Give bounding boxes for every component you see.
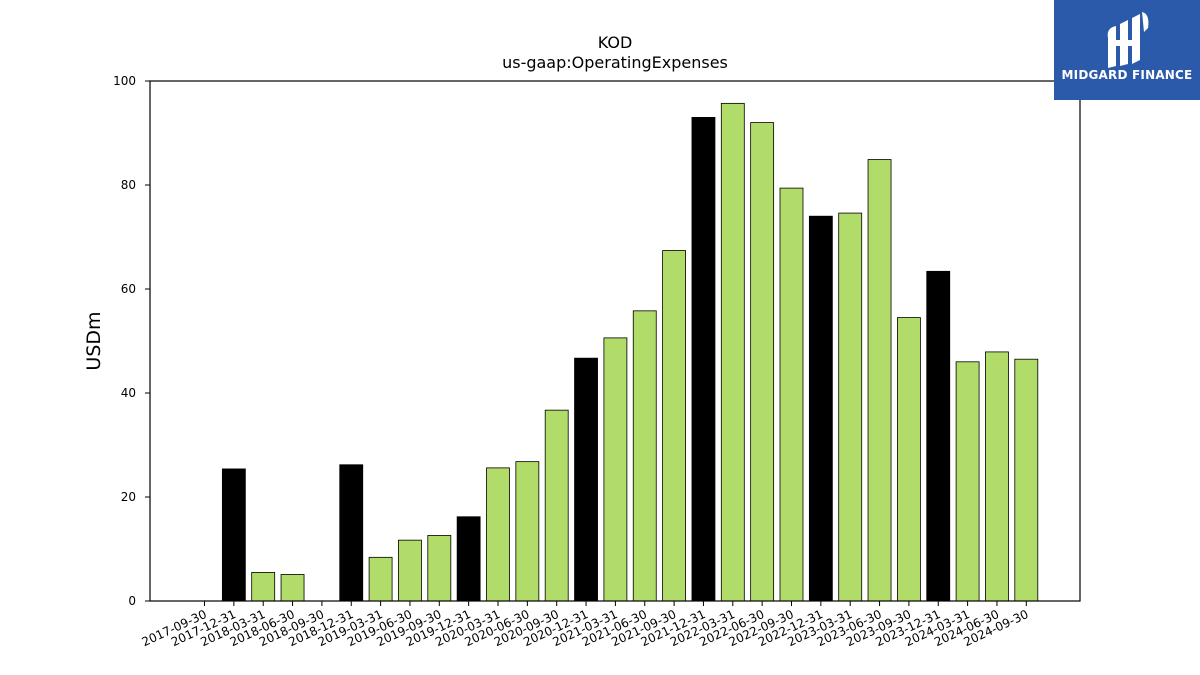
bar-2024-06-30 [985,351,1009,602]
y-tick-label: 60 [121,282,136,296]
bar-2020-06-30 [515,461,540,602]
bar-2021-06-30 [632,310,657,602]
bars-group [221,102,1039,602]
bar-2023-06-30 [867,159,892,602]
bar-2024-03-31 [955,361,980,602]
y-axis-ticks: 0 20 40 60 80 100 [113,74,150,608]
bar-2019-03-31 [368,556,393,602]
bar-2021-12-31 [691,117,716,602]
bar-2019-06-30 [398,539,422,602]
bar-2024-09-30 [1014,358,1039,602]
bar-2019-12-31 [456,516,481,602]
brand-logo: MIDGARD FINANCE [1054,0,1200,100]
bar-2018-03-31 [251,572,276,602]
bar-2022-06-30 [750,122,775,602]
plot-frame [149,80,1081,602]
bar-2017-12-31 [221,468,246,602]
bar-2022-09-30 [779,187,804,602]
chart-subtitle: us-gaap:OperatingExpenses [502,53,728,72]
y-tick-label: 40 [121,386,136,400]
chart-title: KOD [598,33,633,52]
logo-text: MIDGARD FINANCE [1061,68,1193,82]
bar-2021-03-31 [603,337,628,602]
bar-2023-03-31 [838,212,863,602]
bar-2019-09-30 [427,535,452,602]
y-tick-label: 0 [128,594,136,608]
bar-2023-09-30 [897,317,921,602]
bar-2020-03-31 [486,467,510,602]
bar-2018-06-30 [280,574,305,602]
y-tick-label: 80 [121,178,136,192]
logo-mark-icon [1107,12,1149,68]
y-axis-label: USDm [83,311,105,370]
bar-2021-09-30 [662,250,686,602]
bar-2022-12-31 [808,215,833,602]
bar-2022-03-31 [720,102,745,602]
x-axis-ticks: 2017-09-302017-12-312018-03-312018-06-30… [140,601,1031,649]
bar-2020-09-30 [544,409,569,602]
y-tick-label: 100 [113,74,136,88]
bar-2020-12-31 [574,357,598,602]
bar-2018-12-31 [339,464,364,602]
y-tick-label: 20 [121,490,136,504]
bar-2023-12-31 [926,270,951,602]
